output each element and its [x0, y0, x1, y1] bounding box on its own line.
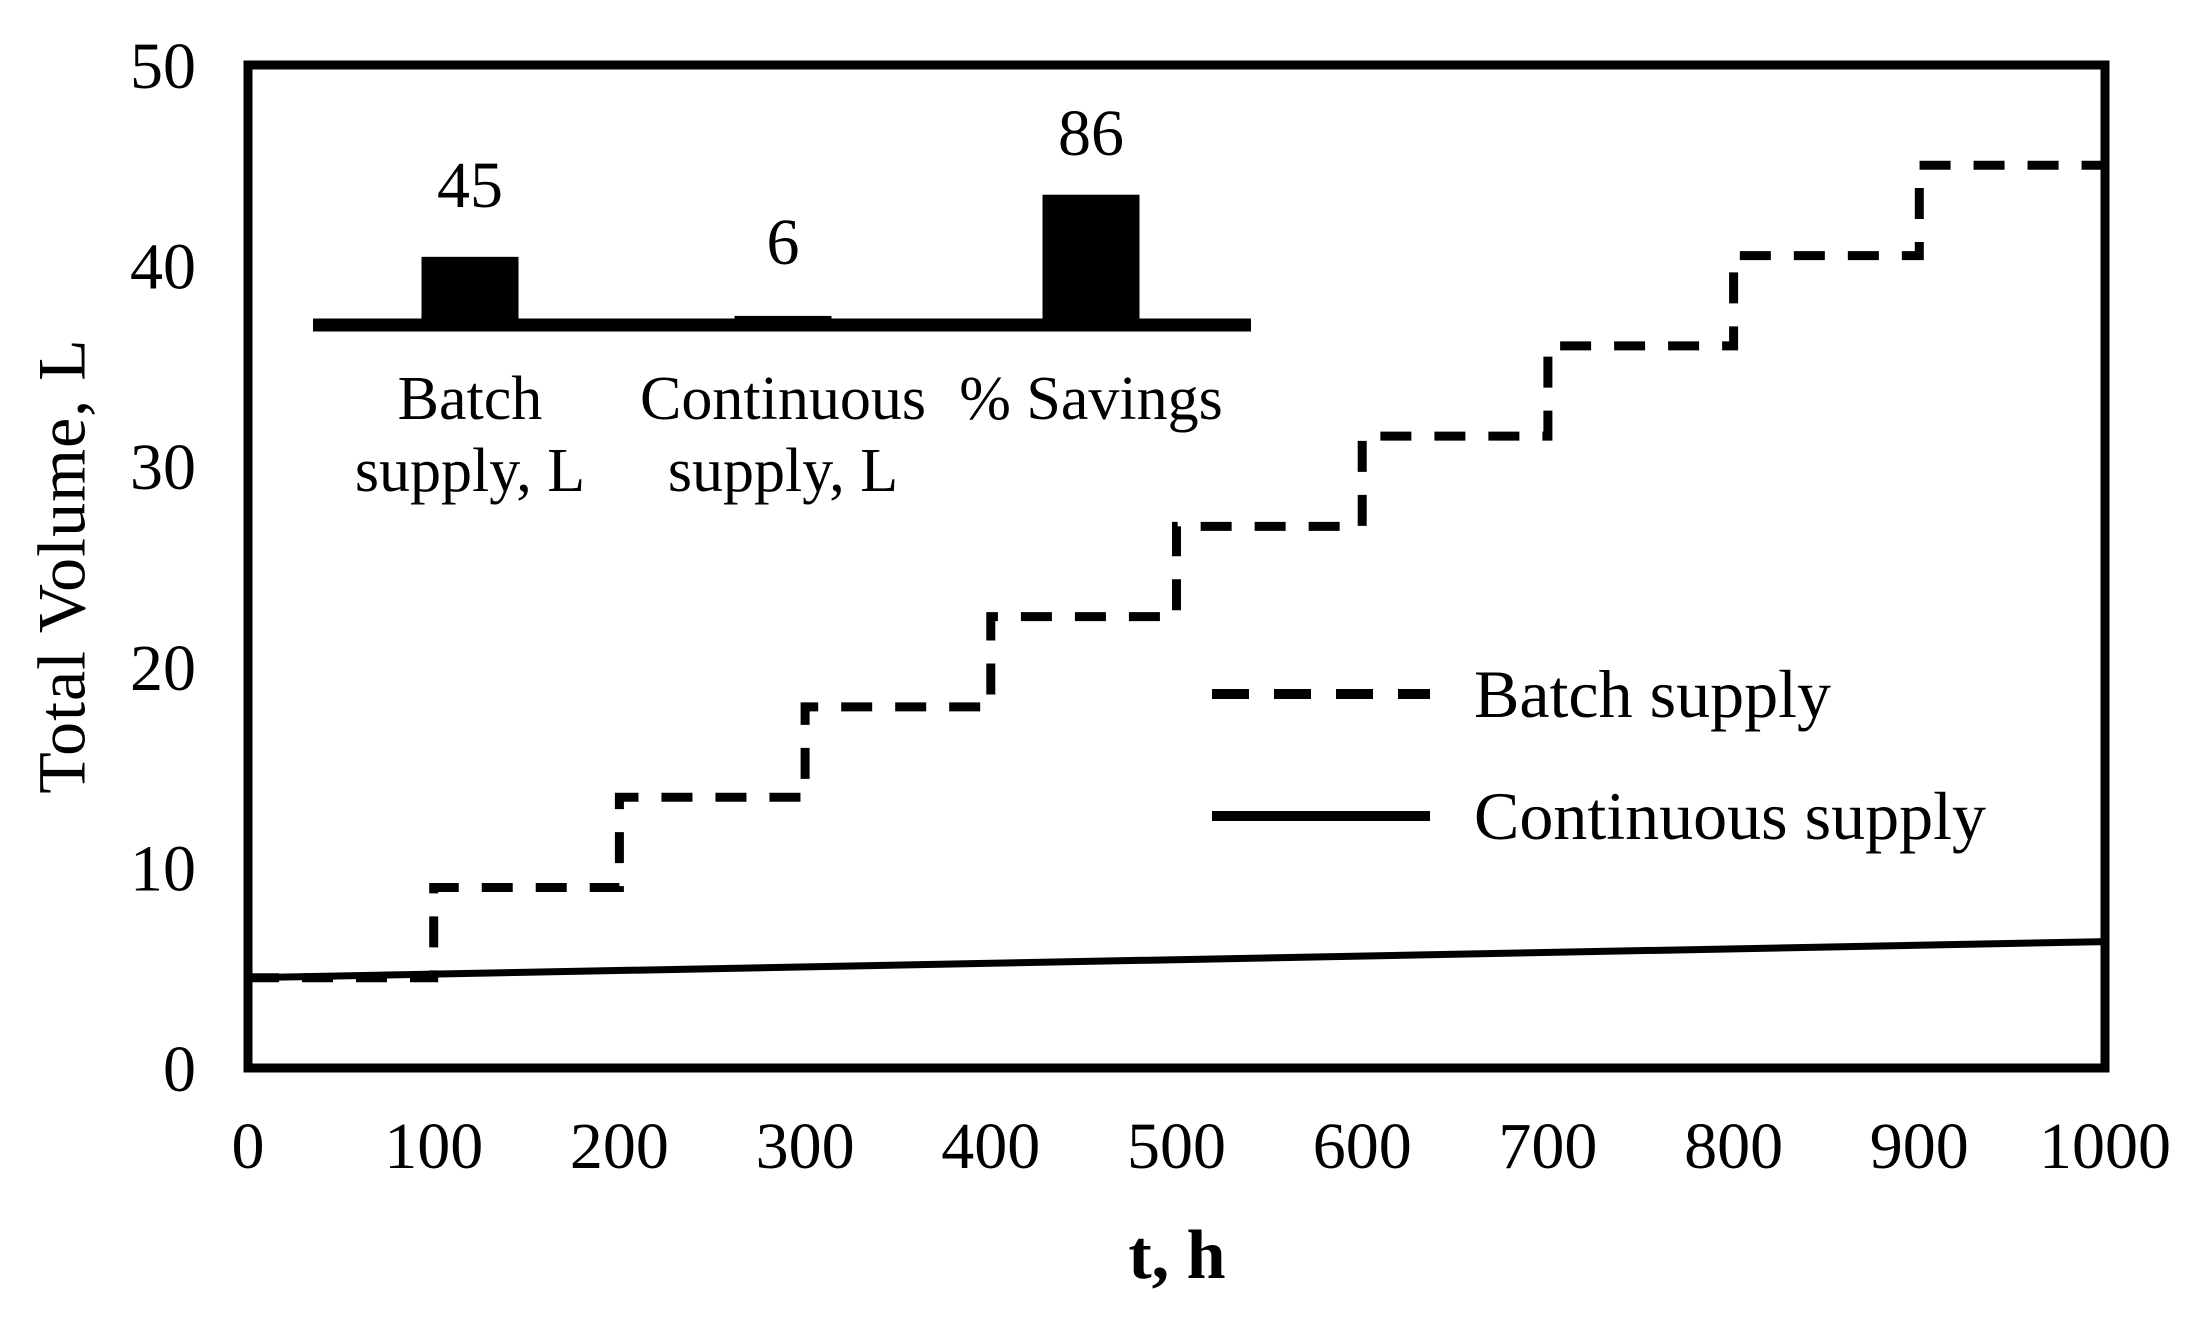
legend-item-continuous-supply: Continuous supply [1212, 755, 1986, 877]
y-tick-label: 20 [130, 632, 196, 705]
legend-label-batch-supply: Batch supply [1474, 655, 1831, 732]
y-tick-label: 30 [130, 431, 196, 504]
inset-category-label-savings: % Savings [959, 363, 1223, 435]
x-tick-label: 700 [1498, 1110, 1597, 1183]
y-tick-label: 0 [163, 1033, 196, 1106]
x-tick-label: 800 [1684, 1110, 1783, 1183]
x-tick-label: 300 [756, 1110, 855, 1183]
inset-category-label-line1: Batch [397, 365, 543, 433]
dashed-line-sample-icon [1212, 689, 1430, 699]
x-axis-title: t, h [1128, 1217, 1226, 1294]
x-tick-label: 600 [1313, 1110, 1412, 1183]
y-axis-title: Total Volume, L [23, 338, 100, 794]
legend: Batch supply Continuous supply [1212, 633, 1986, 877]
y-tick-label: 50 [130, 30, 196, 103]
y-tick-label: 10 [130, 832, 196, 905]
x-tick-label: 400 [941, 1110, 1040, 1183]
solid-line-sample-icon [1212, 811, 1430, 821]
legend-item-batch-supply: Batch supply [1212, 633, 1986, 755]
inset-bar-value-savings: 86 [1058, 97, 1124, 170]
continuous-supply-line [247, 938, 2106, 982]
inset-bar-value-batch: 45 [437, 149, 503, 222]
inset-bar-2 [1042, 194, 1140, 325]
y-tick-label: 40 [130, 231, 196, 304]
x-tick-label: 0 [232, 1110, 265, 1183]
inset-category-label-batch: Batch supply, L [355, 363, 585, 507]
inset-category-label-line1: % Savings [959, 365, 1223, 433]
inset-category-label-line2: supply, L [667, 437, 899, 505]
x-tick-label: 1000 [2039, 1110, 2171, 1183]
inset-bar-0 [421, 256, 519, 325]
x-tick-label: 100 [384, 1110, 483, 1183]
plot-border [243, 60, 2110, 1073]
inset-category-label-line1: Continuous [640, 365, 926, 433]
inset-bar-value-continuous: 6 [766, 206, 800, 279]
x-tick-label: 200 [570, 1110, 669, 1183]
inset-category-label-continuous: Continuous supply, L [640, 363, 926, 507]
x-tick-label: 500 [1127, 1110, 1226, 1183]
x-tick-label: 900 [1870, 1110, 1969, 1183]
inset-category-label-line2: supply, L [354, 437, 586, 505]
legend-label-continuous-supply: Continuous supply [1474, 777, 1986, 854]
